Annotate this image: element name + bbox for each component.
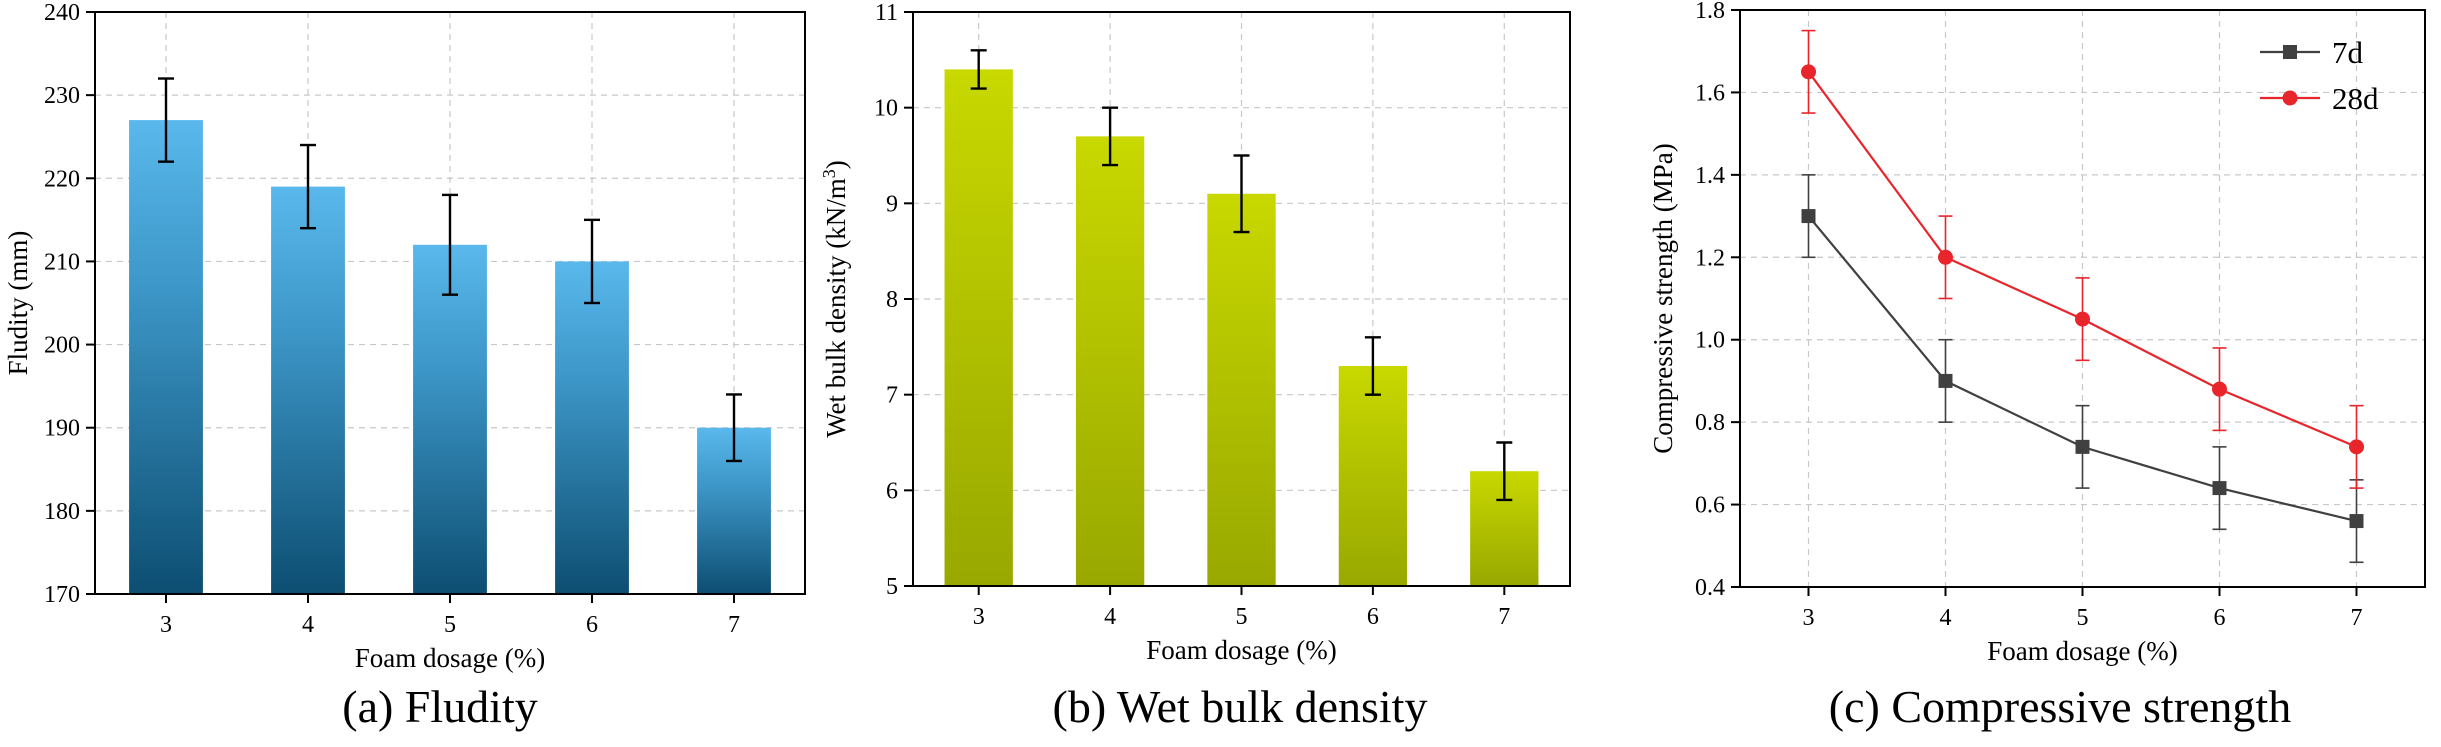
- x-tick-label: 6: [586, 612, 598, 638]
- data-point-7d: [2075, 439, 2090, 454]
- y-tick-label: 230: [44, 83, 80, 109]
- x-axis-title: Foam dosage (%): [1987, 636, 2177, 666]
- x-tick-label: 6: [1367, 604, 1379, 630]
- y-tick-label: 1.0: [1695, 328, 1725, 354]
- legend-marker-7d: [2283, 45, 2297, 59]
- legend-label-7d: 7d: [2332, 35, 2364, 70]
- x-tick-label: 7: [728, 612, 740, 638]
- series-line-28d: [1807, 71, 2357, 448]
- data-point-7d: [2349, 514, 2364, 529]
- x-tick-label: 3: [160, 612, 172, 638]
- x-tick-label: 5: [2077, 605, 2089, 631]
- y-tick-label: 11: [875, 0, 898, 26]
- panel-caption: (b) Wet bulk density: [1053, 681, 1428, 732]
- y-tick-label: 1.8: [1695, 0, 1725, 24]
- y-axis-title: Wet bulk density (kN/m3): [819, 160, 851, 438]
- bar: [271, 186, 345, 594]
- plot-frame: [94, 11, 806, 595]
- data-point-7d: [1938, 373, 1953, 388]
- panel-fludity-chart: 170 180 190 200 210 220 230 240 3 4 5 6 7 Foam dosag…: [3, 0, 806, 732]
- bar: [944, 69, 1013, 586]
- panel-compressive-strength-chart: 0.4 0.6 0.8 1.0 1.2 1.4 1.6 1.8 3 4 5 6 7 7d 28d Foa…: [1648, 0, 2426, 732]
- y-axis-title: Compressive strength (MPa): [1648, 143, 1678, 453]
- y-tick-label: 6: [886, 478, 898, 504]
- plot-frame: [912, 11, 1571, 587]
- y-tick-label: 180: [44, 499, 80, 525]
- y-tick-label: 0.6: [1695, 493, 1725, 519]
- y-tick-label: 8: [886, 287, 898, 313]
- plot-frame: [1739, 9, 2426, 588]
- panel-caption: (c) Compressive strength: [1829, 681, 2291, 732]
- bar: [1207, 193, 1276, 586]
- x-tick-label: 6: [2214, 605, 2226, 631]
- legend: 7d 28d: [2260, 35, 2379, 116]
- x-tick-label: 3: [1803, 605, 1815, 631]
- x-tick-label: 4: [1940, 605, 1952, 631]
- y-tick-label: 10: [874, 96, 898, 122]
- data-point-7d: [1801, 209, 1816, 224]
- panel-wet-bulk-density-chart: 5 6 7 8 9 10 11 3 4 5 6 7 Foam dosage (%) Wet bulk …: [819, 0, 1571, 732]
- y-tick-label: 200: [44, 333, 80, 359]
- bar: [555, 261, 629, 594]
- bar: [1338, 365, 1408, 586]
- y-tick-label: 240: [44, 0, 80, 26]
- y-tick-label: 220: [44, 166, 80, 192]
- y-tick-label: 5: [886, 574, 898, 600]
- y-tick-label: 9: [886, 191, 898, 217]
- bar: [129, 120, 203, 594]
- legend-marker-28d: [2282, 90, 2298, 106]
- bar: [1075, 136, 1145, 586]
- data-point-28d: [2212, 381, 2227, 397]
- x-tick-label: 4: [1104, 604, 1116, 630]
- y-tick-label: 7: [886, 383, 898, 409]
- data-point-7d: [2212, 481, 2227, 496]
- legend-label-28d: 28d: [2332, 81, 2379, 116]
- bar: [413, 244, 487, 595]
- y-tick-label: 210: [44, 249, 80, 275]
- y-axis-title-end: ): [821, 160, 851, 169]
- y-tick-label: 1.6: [1695, 80, 1725, 106]
- y-axis-title: Fludity (mm): [3, 231, 33, 376]
- panel-caption: (a) Fludity: [342, 681, 537, 732]
- data-point-28d: [2075, 311, 2090, 327]
- y-tick-label: 1.2: [1695, 245, 1725, 271]
- x-axis-title: Foam dosage (%): [355, 643, 545, 673]
- y-tick-label: 190: [44, 416, 80, 442]
- x-tick-label: 5: [1236, 604, 1248, 630]
- y-axis-title-main: Wet bulk density (kN/m: [821, 178, 851, 438]
- y-tick-label: 0.4: [1695, 575, 1725, 601]
- data-point-28d: [1938, 249, 1953, 265]
- data-point-28d: [1801, 64, 1816, 80]
- x-tick-label: 3: [973, 604, 985, 630]
- x-tick-label: 5: [444, 612, 456, 638]
- x-tick-label: 4: [302, 612, 314, 638]
- y-tick-label: 1.4: [1695, 163, 1725, 189]
- y-tick-label: 0.8: [1695, 410, 1725, 436]
- x-tick-label: 7: [2351, 605, 2363, 631]
- y-axis-title-superscript: 3: [819, 169, 839, 178]
- y-tick-label: 170: [44, 582, 80, 608]
- x-tick-label: 7: [1498, 604, 1510, 630]
- data-point-28d: [2349, 439, 2364, 455]
- x-axis-title: Foam dosage (%): [1146, 635, 1336, 665]
